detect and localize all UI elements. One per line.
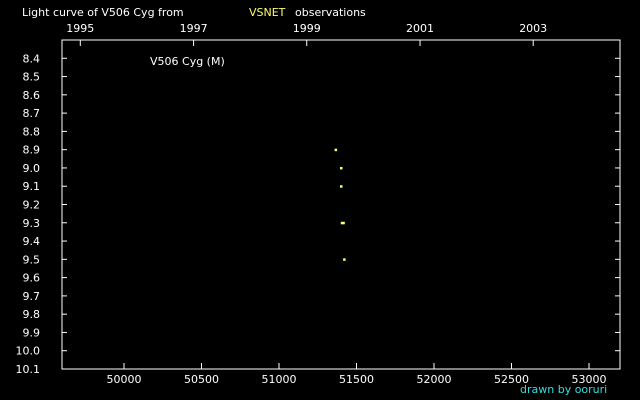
year-tick-label: 2001: [406, 22, 434, 35]
y-tick-label: 8.7: [23, 107, 41, 120]
data-point: [342, 221, 345, 225]
y-tick-label: 8.8: [23, 125, 41, 138]
plot-frame: [61, 39, 621, 370]
data-points: [334, 148, 346, 261]
y-tick-label: 9.6: [23, 272, 41, 285]
y-tick-label: 8.9: [23, 144, 41, 157]
y-tick-label: 9.2: [23, 199, 41, 212]
data-point: [343, 258, 346, 261]
data-point: [340, 185, 343, 188]
y-tick-label: 10.0: [16, 345, 41, 358]
x-tick-label: 51000: [262, 373, 297, 386]
y-tick-label: 9.9: [23, 326, 41, 339]
x-tick-label: 50000: [107, 373, 142, 386]
year-axis: 1995 1997 1999 2001 2003: [66, 22, 547, 46]
y-tick-label: 10.1: [16, 363, 41, 376]
chart-title-prefix: Light curve of V506 Cyg from: [22, 6, 184, 19]
data-point: [334, 148, 338, 152]
y-tick-label: 9.5: [23, 253, 41, 266]
x-tick-label: 52500: [494, 373, 529, 386]
y-tick-label: 9.0: [23, 162, 41, 175]
star-label: V506 Cyg (M): [150, 55, 225, 68]
y-tick-label: 9.3: [23, 217, 41, 230]
y-tick-label: 8.5: [23, 71, 41, 84]
x-tick-label: 53000: [572, 373, 607, 386]
x-axis: 50000 50500 51000 51500 52000 52500 53000: [107, 363, 607, 386]
chart-title-source: VSNET: [249, 6, 286, 19]
year-tick-label: 1997: [180, 22, 208, 35]
y-tick-label: 8.6: [23, 89, 41, 102]
year-tick-label: 1999: [293, 22, 321, 35]
year-tick-label: 2003: [519, 22, 547, 35]
x-tick-label: 50500: [184, 373, 219, 386]
y-tick-label: 9.7: [23, 290, 41, 303]
y-tick-label: 9.8: [23, 308, 41, 321]
credit-label: drawn by ooruri: [520, 383, 607, 396]
year-tick-label: 1995: [66, 22, 94, 35]
data-point: [340, 166, 343, 170]
y-axis: 8.4 8.5 8.6 8.7 8.8 8.9 9.0 9.1 9.2 9.3 9.4 9.5 9.6 9…: [16, 52, 620, 376]
y-tick-label: 8.4: [23, 52, 41, 65]
x-tick-label: 51500: [339, 373, 374, 386]
chart-title-suffix: observations: [295, 6, 366, 19]
data-point: [340, 221, 344, 225]
y-tick-label: 9.4: [23, 235, 41, 248]
x-tick-label: 52000: [417, 373, 452, 386]
y-tick-label: 9.1: [23, 180, 41, 193]
